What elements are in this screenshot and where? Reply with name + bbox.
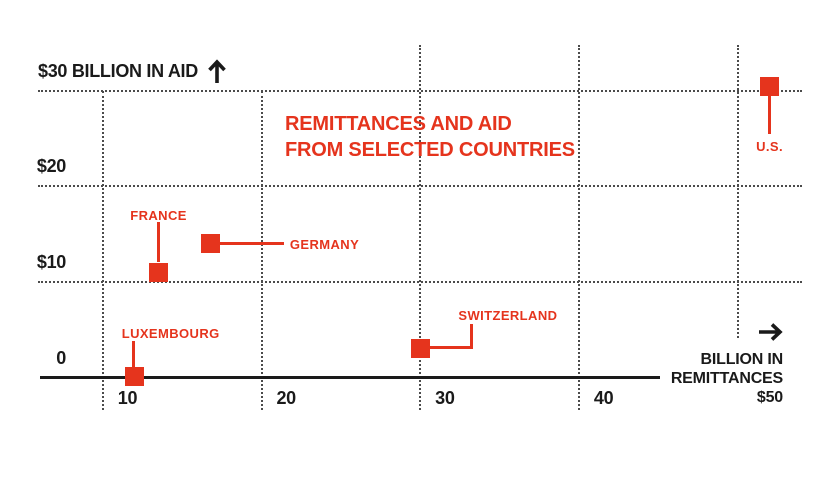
x-axis-line <box>40 376 660 379</box>
y-tick-label-0: 0 <box>56 347 66 368</box>
x-axis-end-label-line3: $50 <box>756 389 783 406</box>
point-switzerland <box>410 339 430 359</box>
x-tick-label-20: 20 <box>276 388 296 408</box>
chart-title-line1: REMITTANCES AND AID <box>285 113 512 135</box>
chart-title: REMITTANCES AND AID FROM SELECTED COUNTR… <box>285 111 575 163</box>
y-axis-top-label: $30 BILLION IN AID <box>38 59 227 84</box>
chart-title-line2: FROM SELECTED COUNTRIES <box>285 139 575 161</box>
gridline-x-40 <box>578 45 581 410</box>
x-tick-label-40: 40 <box>593 388 614 408</box>
leader-line-france <box>157 222 161 263</box>
leader-line-luxembourg <box>132 340 136 367</box>
point-label-u-s: U.S. <box>756 139 783 155</box>
point-u-s <box>760 76 780 96</box>
leader-line-switzerland <box>470 323 474 349</box>
point-label-germany: GERMANY <box>289 236 360 252</box>
x-tick-label-30: 30 <box>435 388 455 408</box>
leader-line-germany <box>219 242 284 246</box>
leader-line-u-s <box>768 95 772 134</box>
point-label-luxembourg: LUXEMBOURG <box>121 325 220 341</box>
leader-line-switzerland <box>429 346 474 350</box>
gridline-x-30 <box>419 45 422 410</box>
y-axis-top-label-text: $30 BILLION IN AID <box>38 61 198 81</box>
point-france <box>149 262 169 282</box>
y-tick-label-20: $20 <box>36 156 66 177</box>
y-tick-label-10: $10 <box>36 251 66 272</box>
point-label-france: FRANCE <box>130 208 187 224</box>
point-label-switzerland: SWITZERLAND <box>458 307 558 323</box>
x-axis-end-label-line2: REMITTANCES <box>670 370 783 387</box>
x-axis-end-label: BILLION IN REMITTANCES $50 <box>671 322 783 407</box>
up-arrow-icon <box>207 59 227 84</box>
x-axis-end-label-line1: BILLION IN <box>700 351 784 368</box>
point-germany <box>201 234 221 254</box>
gridline-x-50 <box>736 45 739 338</box>
point-luxembourg <box>125 367 145 387</box>
gridline-x-20 <box>260 91 263 410</box>
gridline-x-10 <box>102 91 104 410</box>
x-tick-label-10: 10 <box>117 388 138 408</box>
right-arrow-icon <box>758 322 783 350</box>
